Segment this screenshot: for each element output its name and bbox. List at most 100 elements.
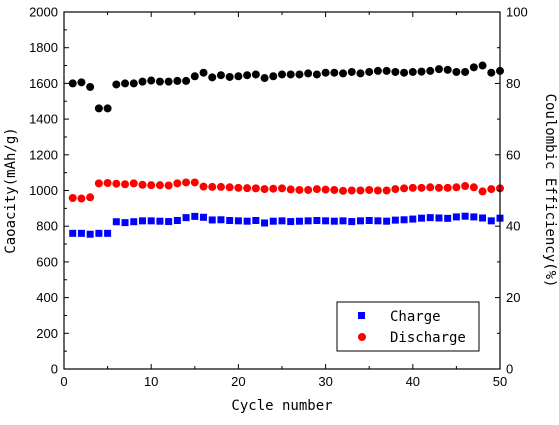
coulombic-efficiency-point xyxy=(478,61,487,70)
coulombic-efficiency-point xyxy=(417,67,426,76)
coulombic-efficiency-point xyxy=(321,68,330,77)
coulombic-efficiency-point xyxy=(121,79,130,88)
coulombic-efficiency-point xyxy=(286,70,295,79)
discharge-point xyxy=(400,184,409,193)
coulombic-efficiency-point xyxy=(391,67,400,76)
discharge-point xyxy=(68,193,77,202)
discharge-point xyxy=(164,181,173,190)
discharge-point xyxy=(190,178,199,187)
charge-point xyxy=(330,217,338,225)
charge-point xyxy=(269,217,277,225)
coulombic-efficiency-point xyxy=(400,68,409,77)
coulombic-efficiency-point xyxy=(86,82,95,91)
coulombic-efficiency-point xyxy=(112,80,121,89)
y-tick-label: 1600 xyxy=(29,76,58,91)
discharge-point xyxy=(129,179,138,188)
y-tick-label: 1400 xyxy=(29,112,58,127)
discharge-point xyxy=(243,184,252,193)
coulombic-efficiency-point xyxy=(243,71,252,80)
y-tick-label: 400 xyxy=(36,290,58,305)
charge-point xyxy=(95,229,103,237)
discharge-point xyxy=(269,184,278,193)
discharge-point xyxy=(426,183,435,192)
x-tick-label: 10 xyxy=(144,374,158,389)
discharge-point xyxy=(321,185,330,194)
charge-point xyxy=(156,217,164,225)
coulombic-efficiency-point xyxy=(68,79,77,88)
coulombic-efficiency-point xyxy=(373,66,382,75)
coulombic-efficiency-point xyxy=(312,70,321,79)
discharge-point xyxy=(121,180,130,189)
coulombic-efficiency-point xyxy=(382,66,391,75)
charge-point xyxy=(356,217,364,225)
x-tick-label: 0 xyxy=(60,374,67,389)
discharge-point xyxy=(487,185,496,194)
discharge-point xyxy=(461,182,470,191)
charge-point xyxy=(217,216,225,224)
y-axis-right-title: Coulombic Efficiency(%) xyxy=(542,94,558,288)
y-right-tick-label: 80 xyxy=(506,76,520,91)
charge-point xyxy=(322,217,330,225)
charge-point xyxy=(86,230,94,238)
charge-point xyxy=(147,217,155,225)
coulombic-efficiency-point xyxy=(199,68,208,77)
charge-point xyxy=(452,213,460,221)
coulombic-efficiency-point xyxy=(103,104,112,113)
coulombic-efficiency-point xyxy=(469,63,478,72)
coulombic-efficiency-point xyxy=(260,74,269,83)
coulombic-efficiency-point xyxy=(225,72,234,81)
charge-point xyxy=(348,218,356,226)
charge-point xyxy=(234,217,242,225)
discharge-point xyxy=(373,186,382,195)
coulombic-efficiency-point xyxy=(234,72,243,81)
coulombic-efficiency-point xyxy=(356,69,365,78)
charge-point xyxy=(479,214,487,222)
discharge-point xyxy=(304,185,313,194)
coulombic-efficiency-point xyxy=(295,70,304,79)
x-axis-title: Cycle number xyxy=(231,398,332,414)
coulombic-efficiency-point xyxy=(164,77,173,86)
charge-point xyxy=(409,215,417,223)
charge-point xyxy=(200,213,208,221)
y-axis-title: Caoacity(mAh/g) xyxy=(3,127,19,253)
y-tick-label: 600 xyxy=(36,254,58,269)
coulombic-efficiency-point xyxy=(304,69,313,78)
coulombic-efficiency-point xyxy=(129,79,138,88)
charge-point xyxy=(339,217,347,225)
coulombic-efficiency-point xyxy=(138,77,147,86)
discharge-point xyxy=(103,179,112,188)
legend-discharge-marker xyxy=(358,333,366,341)
charge-point xyxy=(444,214,452,222)
coulombic-efficiency-point xyxy=(216,71,225,80)
discharge-point xyxy=(155,181,164,190)
charge-point xyxy=(278,217,286,225)
charge-point xyxy=(374,217,382,225)
legend-charge-marker xyxy=(358,312,365,319)
discharge-point xyxy=(234,183,243,192)
charge-point xyxy=(173,216,181,224)
y-right-tick-label: 0 xyxy=(506,362,513,377)
charge-point xyxy=(182,214,190,222)
coulombic-efficiency-point xyxy=(190,72,199,81)
charge-point xyxy=(461,212,469,220)
coulombic-efficiency-point xyxy=(77,78,86,87)
coulombic-efficiency-point xyxy=(452,67,461,76)
coulombic-efficiency-point xyxy=(347,67,356,76)
discharge-point xyxy=(417,183,426,192)
coulombic-efficiency-point xyxy=(94,104,103,113)
discharge-point xyxy=(469,183,478,192)
discharge-point xyxy=(208,182,217,191)
discharge-point xyxy=(278,184,286,193)
coulombic-efficiency-point xyxy=(408,67,417,76)
charge-point xyxy=(130,218,138,226)
y-right-tick-label: 100 xyxy=(506,5,528,20)
discharge-point xyxy=(382,186,391,195)
discharge-point xyxy=(251,184,260,193)
charge-point xyxy=(313,216,321,224)
discharge-point xyxy=(478,187,487,196)
legend-charge-label: Charge xyxy=(390,309,441,325)
discharge-point xyxy=(182,178,191,187)
coulombic-efficiency-point xyxy=(278,70,286,79)
charge-point xyxy=(295,217,303,225)
